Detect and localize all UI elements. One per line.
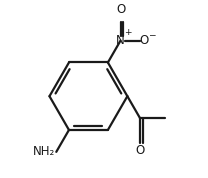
Text: O: O (135, 144, 145, 157)
Text: N: N (116, 34, 125, 47)
Text: +: + (124, 28, 132, 37)
Text: O: O (139, 34, 149, 47)
Text: O: O (116, 3, 125, 16)
Text: −: − (148, 30, 155, 39)
Text: NH₂: NH₂ (33, 145, 55, 158)
